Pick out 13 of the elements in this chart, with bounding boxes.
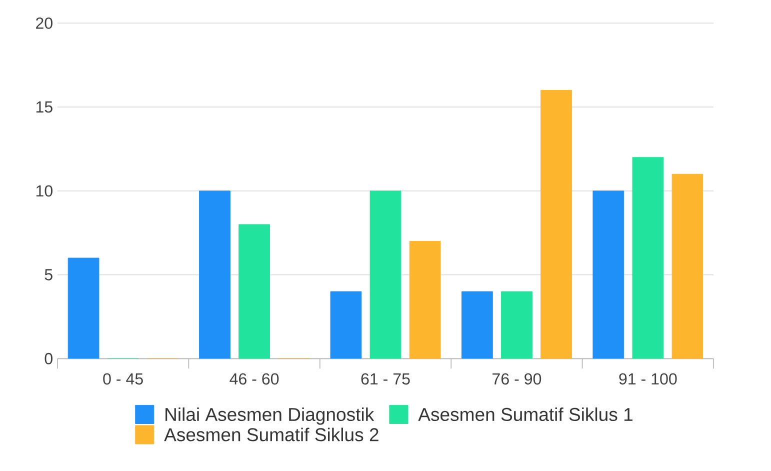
x-tick-label: 0 - 45 — [103, 373, 143, 385]
x-tick-label: 61 - 75 — [361, 373, 410, 385]
legend-label: Nilai Asesmen Diagnostik — [166, 408, 374, 425]
x-tick-label: 91 - 100 — [619, 373, 677, 385]
legend-label: Asesmen Sumatif Siklus 1 — [418, 408, 632, 422]
y-tick-label: 5 — [44, 269, 52, 280]
legend-label: Asesmen Sumatif Siklus 2 — [164, 428, 378, 442]
y-tick-label: 20 — [36, 18, 52, 29]
x-tick-label: 46 - 60 — [230, 373, 279, 385]
y-tick-label: 15 — [36, 102, 52, 113]
y-tick-label: 10 — [36, 185, 52, 197]
y-tick-label: 0 — [44, 353, 52, 364]
x-tick-label: 76 - 90 — [492, 373, 542, 385]
